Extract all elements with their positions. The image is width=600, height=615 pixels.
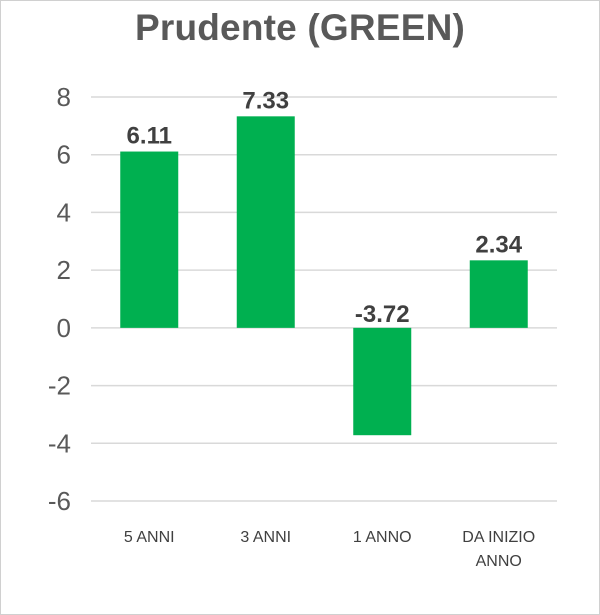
y-tick-label: 2 (57, 255, 71, 285)
y-tick-label: 4 (57, 197, 71, 227)
bar (120, 151, 179, 328)
x-tick-label: 1 ANNO (353, 529, 412, 546)
x-tick-label: ANNO (476, 553, 522, 570)
data-label: -3.72 (355, 301, 410, 328)
data-label: 2.34 (475, 231, 522, 258)
y-tick-label: -4 (48, 428, 71, 458)
y-tick-label: -2 (48, 371, 71, 401)
bar (469, 260, 528, 328)
x-tick-label: 5 ANNI (124, 529, 175, 546)
y-tick-label: 6 (57, 140, 71, 170)
bar (353, 327, 412, 436)
x-tick-label: 3 ANNI (240, 529, 291, 546)
data-label: 6.11 (127, 123, 172, 150)
y-tick-label: 0 (57, 313, 71, 343)
data-label: 7.33 (242, 87, 289, 114)
chart-title: Prudente (GREEN) (134, 7, 466, 48)
bar (236, 116, 295, 328)
y-tick-label: -6 (48, 486, 71, 516)
x-tick-label: DA INIZIO (462, 529, 535, 546)
y-tick-label: 8 (57, 82, 71, 112)
